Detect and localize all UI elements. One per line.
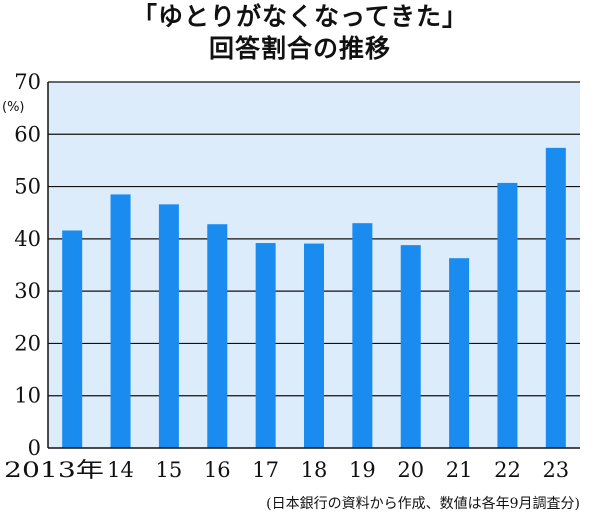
x-tick-label: 22 <box>494 458 521 482</box>
chart-subtitle: 回答割合の推移 <box>208 34 391 63</box>
bar <box>62 230 83 448</box>
y-tick-label: 20 <box>14 331 41 355</box>
source-note: (日本銀行の資料から作成、数値は各年9月調査分) <box>266 496 580 512</box>
x-tick-label: 17 <box>252 458 279 482</box>
x-tick-label: 18 <box>301 458 328 482</box>
x-tick-label: 23 <box>542 458 569 482</box>
x-tick-label: 21 <box>446 458 473 482</box>
bar <box>158 204 179 448</box>
x-tick-label: 14 <box>107 458 134 482</box>
gridlines <box>48 81 580 397</box>
bar <box>352 223 373 448</box>
y-tick-labels: 0 10 20 30 40 50 60 70 <box>14 70 41 460</box>
y-tick-label: 70 <box>14 70 41 94</box>
bar <box>545 147 566 448</box>
y-tick-label: 50 <box>14 175 41 199</box>
bar <box>497 182 518 448</box>
x-tick-labels: 2013年 14 15 16 17 18 19 20 21 22 23 <box>4 458 569 482</box>
y-tick-label: 40 <box>14 227 41 251</box>
bar <box>400 245 421 448</box>
bar <box>304 243 324 448</box>
y-tick-label: 60 <box>14 122 41 146</box>
chart-title: 「ゆとりがなくなってきた」 <box>131 2 468 31</box>
x-tick-label: 16 <box>204 458 231 482</box>
unit-label: (%) <box>2 100 25 115</box>
x-tick-label: 15 <box>156 458 183 482</box>
bars <box>62 147 566 448</box>
x-tick-label: 2013年 <box>4 458 104 482</box>
y-tick-label: 0 <box>28 436 41 460</box>
bar <box>255 243 276 448</box>
bar <box>110 194 131 448</box>
x-tick-label: 20 <box>397 458 424 482</box>
y-tick-label: 10 <box>14 384 41 408</box>
bar <box>207 224 228 448</box>
x-tick-label: 19 <box>349 458 376 482</box>
y-tick-label: 30 <box>14 279 41 303</box>
bar <box>449 258 470 448</box>
